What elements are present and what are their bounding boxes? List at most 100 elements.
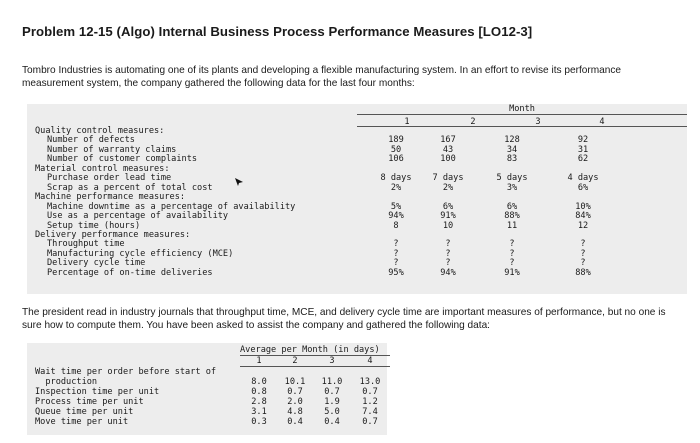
table-cell: ? xyxy=(580,239,586,250)
table-cell: 50 xyxy=(390,144,402,155)
table-cell: 10 xyxy=(442,220,454,231)
monthly-measures-table: Month 1 2 3 4 Quality control measures: N… xyxy=(27,104,687,294)
row-label: Setup time (hours) xyxy=(47,220,141,231)
row-label: Wait time per order before start of xyxy=(35,367,217,377)
table2-header-label: Average per Month (in days) xyxy=(240,345,380,355)
table-cell: 2.8 xyxy=(251,397,267,407)
table-cell: 0.8 xyxy=(251,387,267,397)
header-divider xyxy=(240,366,390,367)
table-cell: 91% xyxy=(504,267,520,278)
table-cell: 92 xyxy=(577,135,589,146)
table-cell: 10.1 xyxy=(284,377,306,387)
row-label: Number of customer complaints xyxy=(47,154,198,165)
table-cell: ? xyxy=(509,248,515,259)
table-cell: 34 xyxy=(506,144,518,155)
table-cell: 1.2 xyxy=(362,397,378,407)
table-cell: ? xyxy=(445,258,451,269)
table-cell: 7.4 xyxy=(362,407,378,417)
column-header-2: 2 xyxy=(292,356,298,366)
table-cell: 1.9 xyxy=(324,397,340,407)
table-cell: 10% xyxy=(575,201,591,212)
table-cell: 83 xyxy=(506,154,518,165)
table-cell: 95% xyxy=(388,267,404,278)
row-label: Delivery cycle time xyxy=(47,258,146,269)
column-header-3: 3 xyxy=(535,117,541,127)
row-label: Number of warranty claims xyxy=(47,144,177,155)
table-cell: ? xyxy=(580,248,586,259)
table-cell: 11.0 xyxy=(321,377,343,387)
column-header-1: 1 xyxy=(404,117,410,127)
table-cell: ? xyxy=(393,239,399,250)
table-cell: ? xyxy=(509,239,515,250)
table-cell: 0.4 xyxy=(287,417,303,427)
intro-paragraph: Tombro Industries is automating one of i… xyxy=(22,65,622,89)
table-cell: ? xyxy=(445,248,451,259)
table-cell: 7 days xyxy=(432,173,464,184)
table-cell: 13.0 xyxy=(359,377,381,387)
table-cell: 43 xyxy=(442,144,454,155)
table-cell: 8.0 xyxy=(251,377,267,387)
row-label: Machine downtime as a percentage of avai… xyxy=(47,201,296,212)
table-cell: 2% xyxy=(390,182,402,193)
row-label: Purchase order lead time xyxy=(47,173,172,184)
table-cell: 11 xyxy=(506,220,518,231)
row-label: Material control measures: xyxy=(35,163,170,174)
row-label: Inspection time per unit xyxy=(35,387,160,397)
row-label: Machine performance measures: xyxy=(35,192,186,203)
table-cell: ? xyxy=(393,258,399,269)
column-header-3: 3 xyxy=(329,356,335,366)
table-cell: 88% xyxy=(504,211,520,222)
table-cell: 5% xyxy=(390,201,402,212)
table-cell: 0.3 xyxy=(251,417,267,427)
table-cell: 5.0 xyxy=(324,407,340,417)
row-label: Quality control measures: xyxy=(35,126,165,136)
middle-paragraph: The president read in industry journals … xyxy=(22,307,666,331)
table-cell: ? xyxy=(580,258,586,269)
table-cell: 128 xyxy=(504,135,520,146)
table-cell: 6% xyxy=(577,182,589,193)
table-cell: 3% xyxy=(506,182,518,193)
table-cell: 12 xyxy=(577,220,589,231)
table-cell: 0.7 xyxy=(362,417,378,427)
table-cell: 6% xyxy=(506,201,518,212)
header-divider xyxy=(357,126,687,127)
table-cell: 88% xyxy=(575,267,591,278)
table-cell: 167 xyxy=(440,135,456,146)
row-label: Move time per unit xyxy=(35,417,129,427)
table-cell: 189 xyxy=(388,135,404,146)
row-label: Process time per unit xyxy=(35,397,144,407)
row-label: Manufacturing cycle efficiency (MCE) xyxy=(47,248,234,259)
row-label: Throughput time xyxy=(47,239,125,250)
problem-title: Problem 12-15 (Algo) Internal Business P… xyxy=(22,24,533,39)
time-data-table: Average per Month (in days) 1 2 3 4 Wait… xyxy=(27,343,390,435)
header-divider xyxy=(240,355,390,356)
row-label: Queue time per unit xyxy=(35,407,134,417)
row-label: production xyxy=(35,377,98,387)
column-header-1: 1 xyxy=(256,356,262,366)
table-cell: 94% xyxy=(440,267,456,278)
row-label: Scrap as a percent of total cost xyxy=(47,182,213,193)
table-cell: 91% xyxy=(440,211,456,222)
table-cell: 0.7 xyxy=(362,387,378,397)
table-cell: 0.7 xyxy=(287,387,303,397)
table-cell: 31 xyxy=(577,144,589,155)
table-cell: 2% xyxy=(442,182,454,193)
table-cell: ? xyxy=(393,248,399,259)
month-header: Month 1 2 3 4 xyxy=(357,104,687,127)
month-header-label: Month xyxy=(509,104,535,114)
table-cell: 94% xyxy=(388,211,404,222)
header-divider xyxy=(357,114,687,115)
table-cell: 0.4 xyxy=(324,417,340,427)
column-header-4: 4 xyxy=(367,356,373,366)
table-cell: 100 xyxy=(440,154,456,165)
column-header-2: 2 xyxy=(470,117,476,127)
table-cell: ? xyxy=(445,239,451,250)
table-cell: 8 days xyxy=(380,173,412,184)
row-label: Number of defects xyxy=(47,135,135,146)
table-cell: 2.0 xyxy=(287,397,303,407)
column-header-4: 4 xyxy=(599,117,605,127)
row-label: Delivery performance measures: xyxy=(35,229,191,240)
table-cell: 4.8 xyxy=(287,407,303,417)
table-cell: 6% xyxy=(442,201,454,212)
table-cell: ? xyxy=(509,258,515,269)
